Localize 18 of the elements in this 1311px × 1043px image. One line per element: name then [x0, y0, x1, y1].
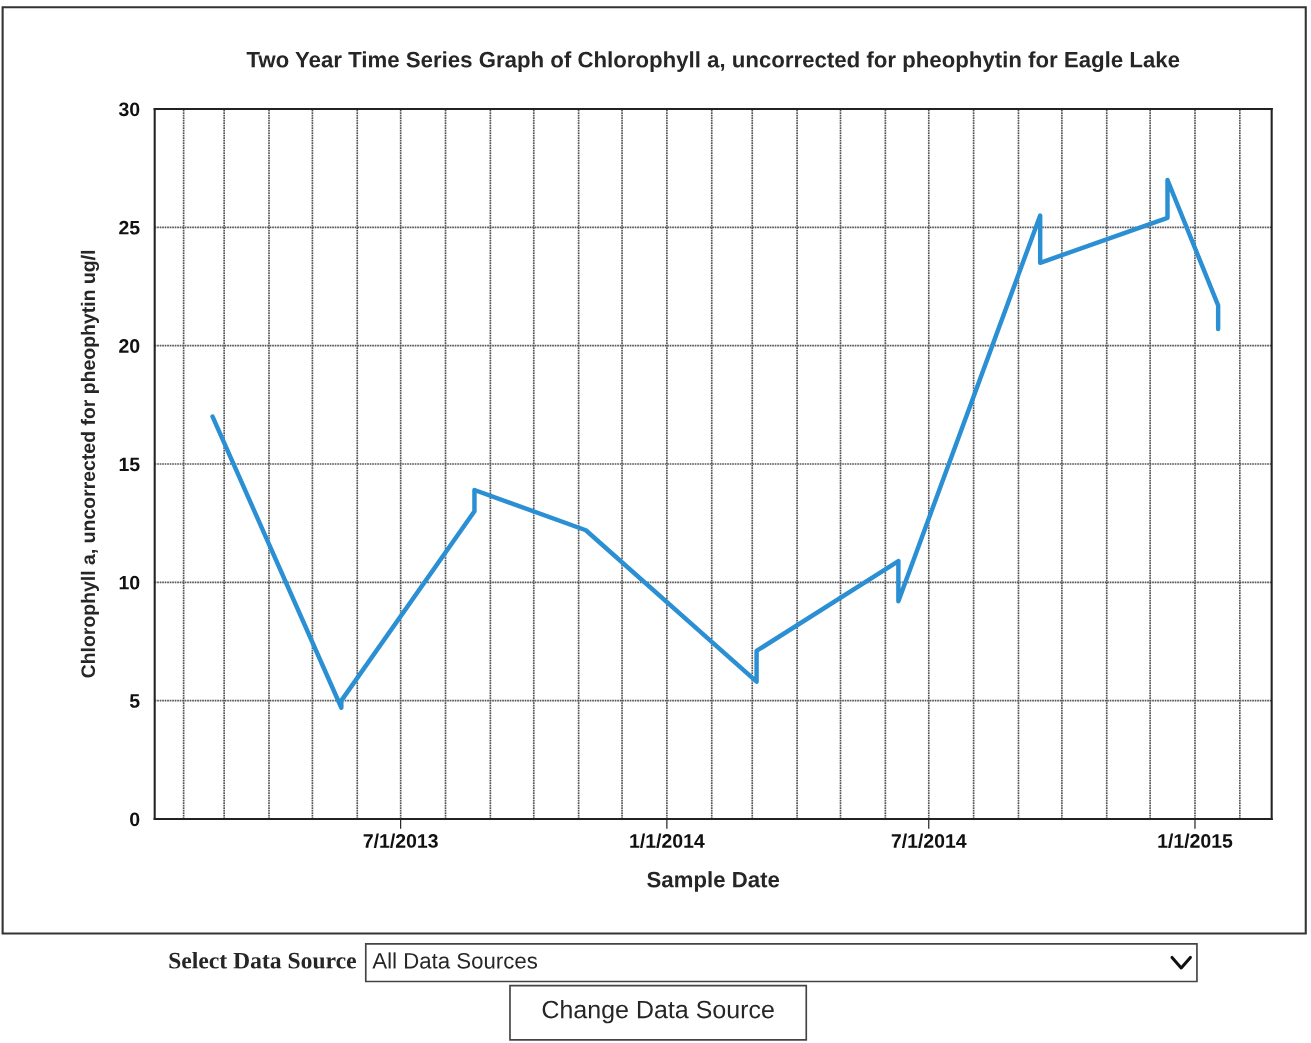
- x-tick-label: 7/1/2013: [363, 833, 438, 849]
- text: Select Data Source: [169, 951, 356, 969]
- x-tick-label: 7/1/2014: [891, 833, 967, 849]
- y-tick-label: 15: [119, 457, 140, 472]
- y-axis-title: Chlorophyll a, uncorrected for pheophytin ug/l: [80, 250, 100, 678]
- y-tick-label: 30: [118, 102, 140, 117]
- text: Change Data Source: [542, 1000, 774, 1024]
- y-tick-label: 20: [119, 339, 140, 353]
- x-axis-title: Sample Date: [647, 871, 780, 892]
- line-series: [210, 177, 1221, 710]
- chart-title: Two Year Time Series Graph of Chlorophyll a, uncorrected for pheophytin for Eagle Lake: [246, 51, 1180, 73]
- y-tick-label: 0: [130, 812, 140, 827]
- text: All Data Sources: [372, 952, 538, 969]
- y-tick-label: 10: [119, 575, 140, 590]
- x-tick-label: 1/1/2014: [630, 833, 705, 849]
- x-tick-label: 1/1/2015: [1158, 833, 1233, 849]
- y-tick-label: 25: [119, 220, 140, 235]
- y-tick-label: 5: [129, 694, 140, 708]
